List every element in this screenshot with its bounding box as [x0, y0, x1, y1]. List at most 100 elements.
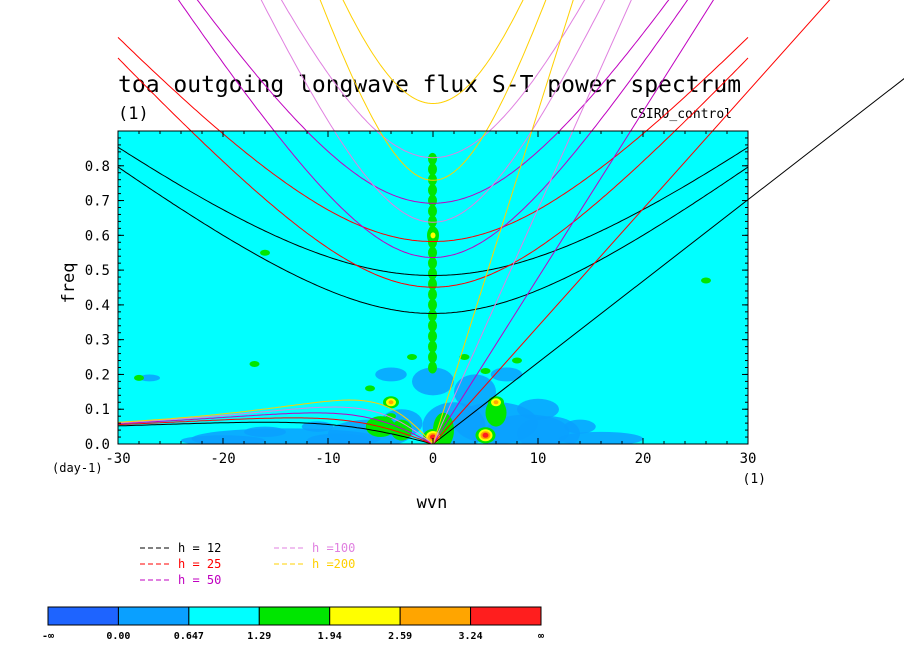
dispersion-curve-h100 [280, 0, 586, 159]
legend: h = 12 h = 25 h = 50 h =100 h =200 [140, 541, 355, 587]
feature-blob [244, 426, 286, 438]
feature-blob [428, 194, 437, 207]
colorbar-label: 0.00 [106, 631, 130, 642]
feature-blob [307, 433, 370, 444]
legend-label: h = 50 [178, 573, 221, 587]
feature-core [493, 400, 499, 405]
dispersion-curve-h25 [432, 0, 831, 445]
dispersion-curve-h12 [117, 166, 749, 315]
colorbar-label: 3.24 [459, 631, 483, 642]
dispersion-curve-h25 [117, 57, 749, 288]
feature-blob [428, 298, 437, 311]
dispersion-curves [117, 0, 904, 445]
y-unit-label: (day-1) [52, 461, 103, 475]
feature-blob [428, 215, 437, 228]
feature-blob [559, 431, 643, 444]
colorbar: -∞ 0.00 0.647 1.29 1.94 2.59 3.24 ∞ [42, 606, 544, 642]
feature-blob [365, 385, 375, 392]
dispersion-curve-h50 [177, 0, 689, 259]
feature-blob [428, 152, 437, 165]
dispersion-curve-h200 [342, 0, 524, 105]
feature-core [482, 432, 489, 438]
feature-blob [428, 246, 437, 259]
chart-title: toa outgoing longwave flux S-T power spe… [118, 72, 741, 98]
colorbar-cell [47, 606, 119, 626]
colorbar-label: ∞ [538, 631, 544, 642]
x-tick-label: -30 [105, 451, 130, 467]
axes: -30 -20 -10 0 10 20 30 0.0 0.1 0.2 0.3 0.4 0.5 0.6 0.7… [85, 131, 757, 467]
feature-blob [428, 351, 437, 364]
dispersion-curve-h200 [432, 0, 574, 445]
x-tick-label: 0 [429, 451, 437, 467]
y-axis-label: freq [59, 263, 79, 304]
y-tick-label: 0.5 [85, 263, 110, 279]
dispersion-curve-h100 [117, 406, 434, 445]
colorbar-cell [258, 606, 331, 626]
legend-label: h = 12 [178, 541, 221, 555]
colorbar-label: 1.94 [318, 631, 342, 642]
colorbar-cell [399, 606, 472, 626]
legend-label: h =100 [312, 541, 355, 555]
feature-blob [428, 278, 437, 291]
feature-blob [428, 361, 437, 374]
dispersion-curve-h200 [319, 0, 547, 181]
feature-blob [428, 330, 437, 343]
feature-blob [428, 340, 437, 353]
feature-blob [428, 319, 437, 332]
colorbar-label: 1.29 [247, 631, 271, 642]
x-tick-label: 20 [635, 451, 652, 467]
dispersion-curve-h50 [432, 0, 715, 445]
colorbar-cell [188, 606, 260, 626]
dispersion-curve-h100 [432, 0, 632, 445]
feature-blob [480, 367, 491, 374]
power-features [134, 152, 711, 444]
dispersion-curve-h50 [196, 0, 670, 204]
x-axis-label: wvn [417, 493, 448, 513]
feature-blob [249, 361, 260, 368]
feature-blob [428, 309, 437, 322]
dispersion-curve-h12 [117, 421, 434, 445]
colorbar-label: -∞ [42, 631, 54, 642]
x-tick-label: -10 [315, 451, 340, 467]
x-tick-label: 10 [530, 451, 547, 467]
y-tick-label: 0.2 [85, 367, 110, 383]
dispersion-curve-h50 [117, 412, 434, 445]
model-label: CSIRO_control [630, 107, 732, 122]
feature-blob [454, 374, 496, 410]
feature-blob [512, 357, 522, 364]
dispersion-curve-h25 [117, 417, 434, 445]
feature-blob [260, 249, 270, 256]
x-tick-label: -20 [210, 451, 235, 467]
feature-blob [459, 354, 470, 361]
colorbar-label: 0.647 [174, 631, 204, 642]
feature-blob [428, 288, 437, 301]
feature-blob [701, 277, 711, 284]
feature-blob [428, 267, 437, 280]
colorbar-label: 2.59 [388, 631, 412, 642]
y-tick-label: 0.0 [85, 437, 110, 453]
feature-blob [386, 413, 396, 420]
legend-label: h =200 [312, 557, 355, 571]
feature-blob [428, 204, 437, 217]
x-tick-label: 30 [740, 451, 757, 467]
feature-blob [375, 367, 407, 382]
y-tick-label: 0.7 [85, 194, 110, 210]
y-tick-label: 0.3 [85, 333, 110, 349]
feature-blob [428, 257, 437, 270]
chart-subtitle: (1) [118, 104, 149, 124]
colorbar-cell [470, 606, 542, 626]
colorbar-cell [117, 606, 190, 626]
feature-blob [517, 398, 559, 420]
y-tick-label: 0.1 [85, 402, 110, 418]
dispersion-curve-h100 [260, 0, 606, 223]
feature-core [430, 232, 436, 239]
dispersion-curve-h12 [432, 78, 904, 445]
y-tick-label: 0.8 [85, 159, 110, 175]
y-tick-label: 0.6 [85, 228, 110, 244]
legend-label: h = 25 [178, 557, 221, 571]
x-unit-label: (1) [743, 472, 766, 487]
y-tick-label: 0.4 [85, 298, 110, 314]
colorbar-cell [329, 606, 401, 626]
feature-blob [428, 163, 437, 176]
feature-blob [564, 419, 596, 434]
